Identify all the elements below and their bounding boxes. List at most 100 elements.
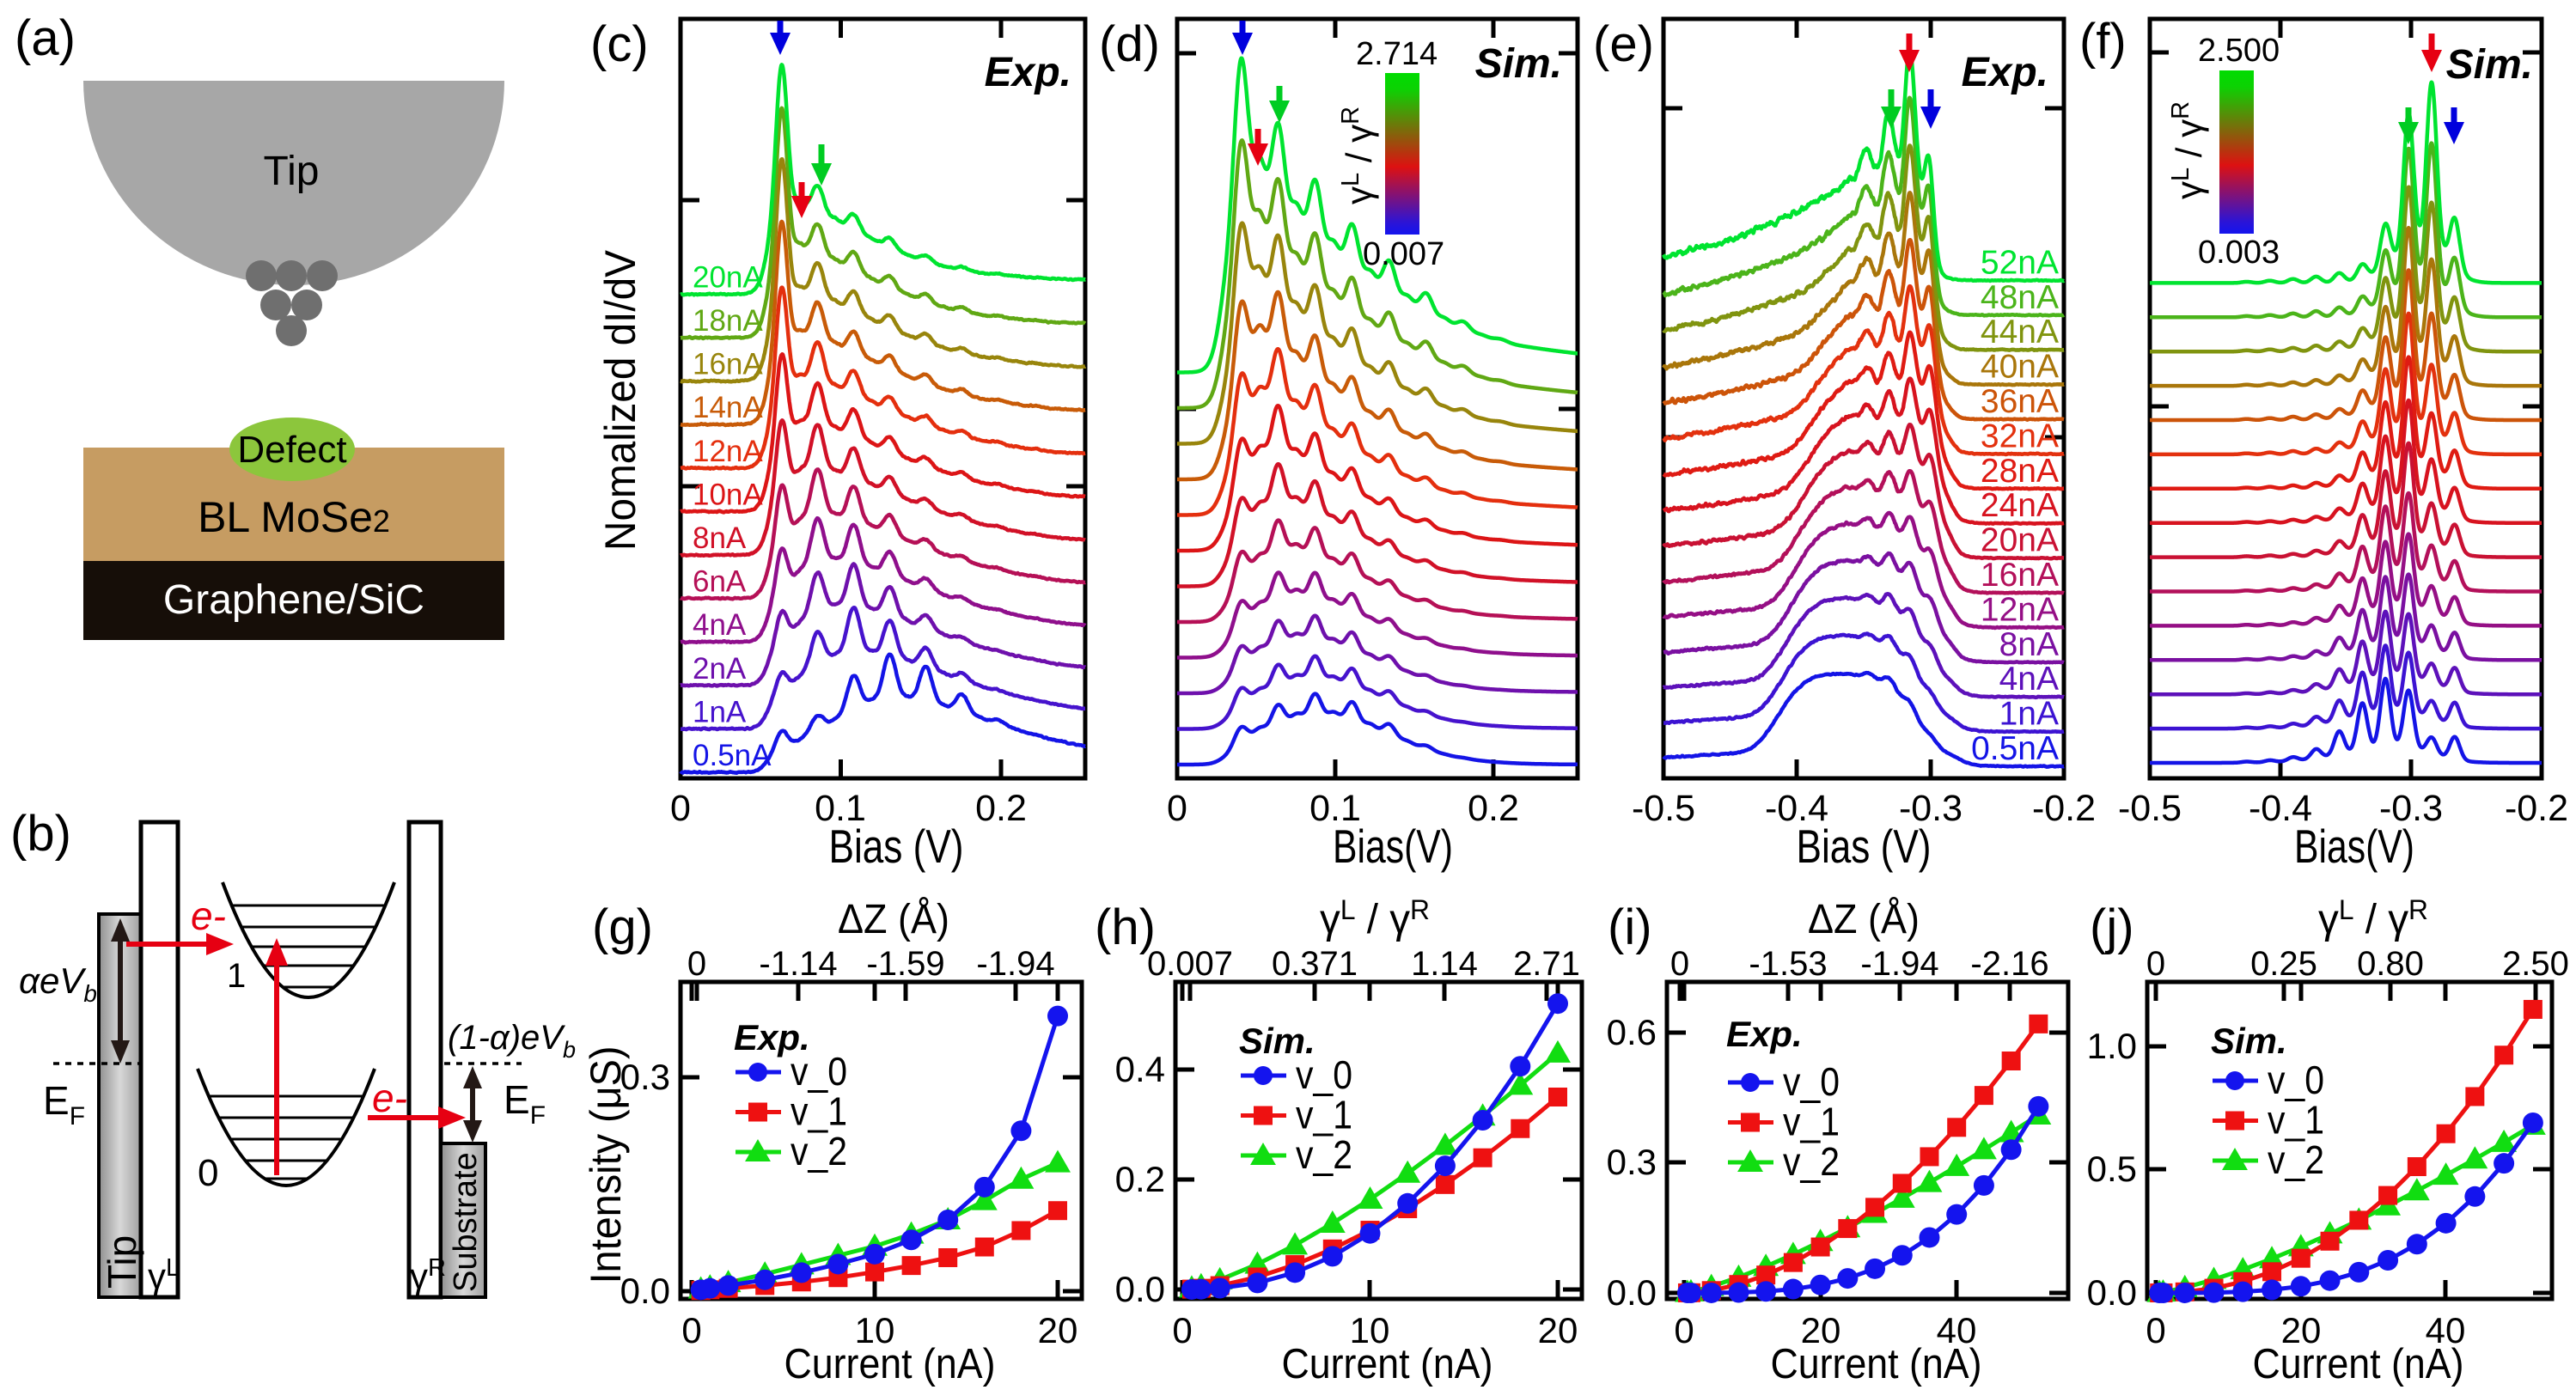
svg-text:v_0: v_0 (791, 1049, 847, 1094)
svg-text:(c): (c) (590, 16, 649, 72)
svg-text:Sim.: Sim. (2446, 42, 2533, 88)
svg-text:0.0: 0.0 (620, 1271, 670, 1311)
svg-text:20: 20 (2281, 1310, 2322, 1350)
svg-text:0.2: 0.2 (975, 788, 1027, 829)
svg-text:1nA: 1nA (1999, 696, 2059, 733)
svg-text:ΔZ (Å): ΔZ (Å) (1808, 897, 1920, 942)
svg-text:14nA: 14nA (693, 391, 763, 424)
svg-text:v_0: v_0 (1783, 1059, 1840, 1104)
svg-text:0.25: 0.25 (2250, 945, 2317, 983)
svg-text:v_0: v_0 (1296, 1052, 1352, 1097)
svg-text:Exp.: Exp. (1726, 1014, 1803, 1054)
svg-text:0.1: 0.1 (1309, 788, 1361, 829)
svg-text:0.5nA: 0.5nA (693, 739, 772, 772)
svg-text:Exp.: Exp. (1962, 50, 2048, 95)
svg-text:v_2: v_2 (791, 1129, 847, 1173)
svg-text:1nA: 1nA (693, 695, 747, 728)
svg-text:0.3: 0.3 (1607, 1142, 1657, 1182)
svg-text:20nA: 20nA (693, 260, 763, 294)
svg-text:-0.5: -0.5 (2118, 788, 2182, 829)
svg-text:0: 0 (1674, 1310, 1694, 1350)
svg-text:20nA: 20nA (1981, 522, 2059, 559)
svg-text:Tip: Tip (264, 149, 320, 194)
svg-text:0.80: 0.80 (2357, 945, 2424, 983)
svg-text:0: 0 (1670, 945, 1689, 983)
svg-text:-1.94: -1.94 (1860, 945, 1938, 983)
svg-text:18nA: 18nA (693, 304, 763, 338)
svg-text:1.14: 1.14 (1411, 945, 1478, 983)
svg-text:-0.2: -0.2 (2505, 788, 2568, 829)
svg-text:v_2: v_2 (2268, 1137, 2324, 1182)
svg-text:-0.4: -0.4 (2249, 788, 2312, 829)
svg-text:Bias(V): Bias(V) (2294, 820, 2414, 873)
svg-text:(g): (g) (592, 899, 653, 955)
svg-text:ΔZ (Å): ΔZ (Å) (838, 897, 949, 942)
svg-text:(1-α)eVb: (1-α)eVb (448, 1019, 576, 1063)
svg-text:Sim.: Sim. (1475, 41, 1562, 87)
svg-text:2.500: 2.500 (2198, 33, 2280, 69)
svg-text:52nA: 52nA (1981, 244, 2059, 281)
svg-text:-0.5: -0.5 (1632, 788, 1695, 829)
svg-text:20: 20 (1538, 1310, 1578, 1350)
svg-text:20: 20 (1801, 1310, 1841, 1350)
svg-text:-0.4: -0.4 (1765, 788, 1828, 829)
svg-text:0: 0 (681, 1310, 701, 1350)
svg-text:0: 0 (2146, 945, 2165, 983)
svg-text:40: 40 (2426, 1310, 2466, 1350)
svg-text:v_0: v_0 (2268, 1058, 2324, 1102)
svg-text:v_1: v_1 (1296, 1093, 1352, 1137)
svg-text:-1.59: -1.59 (866, 945, 944, 983)
svg-text:16nA: 16nA (1981, 557, 2059, 594)
svg-text:0.007: 0.007 (1363, 236, 1444, 272)
svg-text:-1.14: -1.14 (759, 945, 837, 983)
svg-text:e-: e- (191, 893, 226, 938)
svg-text:1.0: 1.0 (2087, 1026, 2137, 1066)
svg-text:Tip: Tip (100, 1235, 144, 1289)
svg-text:0.2: 0.2 (1468, 788, 1519, 829)
svg-text:γL / γR: γL / γR (1337, 107, 1379, 204)
svg-text:(d): (d) (1099, 16, 1160, 72)
svg-text:0.6: 0.6 (1607, 1012, 1657, 1052)
svg-text:0.371: 0.371 (1272, 945, 1358, 983)
svg-text:(e): (e) (1593, 16, 1654, 72)
svg-text:(j): (j) (2090, 899, 2134, 955)
svg-text:Graphene/SiC: Graphene/SiC (163, 577, 424, 623)
svg-text:Bias (V): Bias (V) (829, 820, 964, 873)
svg-text:10nA: 10nA (693, 478, 763, 511)
svg-text:2nA: 2nA (693, 652, 747, 686)
svg-text:Exp.: Exp. (734, 1017, 810, 1058)
svg-text:-0.3: -0.3 (1899, 788, 1963, 829)
svg-text:v_1: v_1 (2268, 1098, 2324, 1143)
svg-text:v_2: v_2 (1783, 1139, 1840, 1184)
svg-text:Sim.: Sim. (2211, 1021, 2287, 1061)
svg-text:10: 10 (1350, 1310, 1390, 1350)
svg-text:Bias (V): Bias (V) (1797, 820, 1932, 873)
svg-text:Defect: Defect (237, 429, 346, 471)
svg-text:0.2: 0.2 (1115, 1159, 1165, 1199)
svg-text:e-: e- (372, 1076, 407, 1120)
svg-text:v_1: v_1 (1783, 1100, 1840, 1144)
svg-text:0.0: 0.0 (1607, 1272, 1657, 1313)
svg-text:0: 0 (1167, 788, 1187, 829)
svg-text:32nA: 32nA (1981, 418, 2059, 454)
svg-text:-0.2: -0.2 (2032, 788, 2096, 829)
svg-text:2.50: 2.50 (2502, 945, 2569, 983)
svg-text:-2.16: -2.16 (1970, 945, 2048, 983)
svg-text:20: 20 (1038, 1310, 1078, 1350)
svg-text:0: 0 (687, 945, 706, 983)
svg-text:1: 1 (227, 957, 246, 995)
svg-text:Substrate: Substrate (448, 1152, 484, 1292)
svg-text:28nA: 28nA (1981, 453, 2059, 490)
svg-text:(a): (a) (15, 10, 76, 66)
svg-text:Intensity (μS): Intensity (μS) (582, 1046, 630, 1284)
svg-text:12nA: 12nA (1981, 591, 2059, 628)
svg-text:6nA: 6nA (693, 565, 747, 599)
svg-text:0.5: 0.5 (2087, 1149, 2137, 1189)
svg-text:0.4: 0.4 (1115, 1049, 1165, 1089)
svg-text:-0.3: -0.3 (2379, 788, 2443, 829)
svg-text:0.0: 0.0 (2087, 1272, 2137, 1313)
svg-text:(h): (h) (1095, 899, 1156, 955)
svg-text:8nA: 8nA (693, 521, 747, 555)
svg-text:Sim.: Sim. (1239, 1021, 1315, 1061)
svg-text:(i): (i) (1608, 899, 1652, 955)
